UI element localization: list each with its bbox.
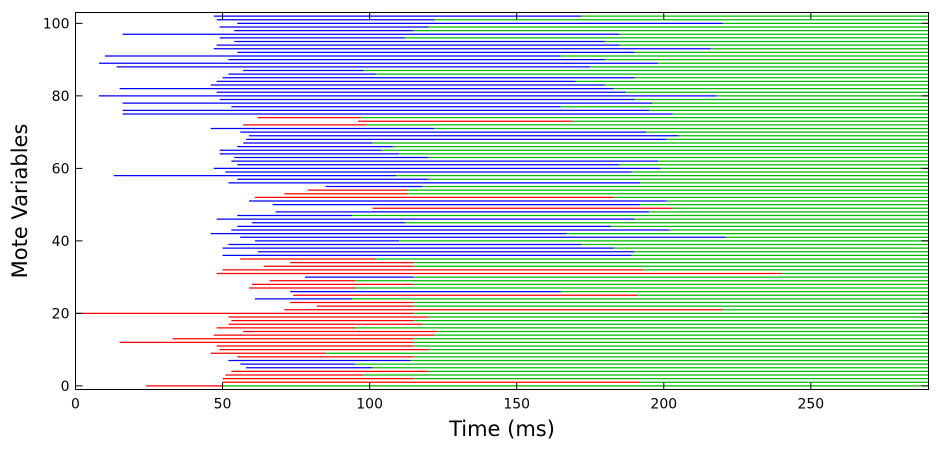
- y-tick-label: 80: [52, 89, 70, 105]
- x-tick-label: 200: [650, 397, 677, 413]
- x-tick-label: 100: [356, 397, 383, 413]
- x-tick-label: 150: [503, 397, 530, 413]
- x-axis-title: Time (ms): [448, 417, 555, 441]
- y-tick-label: 0: [61, 379, 70, 395]
- interval-series: [75, 15, 929, 387]
- x-tick-label: 250: [797, 397, 824, 413]
- y-axis-title: Mote Variables: [8, 124, 32, 279]
- plot-area-frame: [75, 12, 929, 390]
- x-tick-label: 0: [71, 397, 80, 413]
- axis-ticks: 0 50 100 150 200 250 0 20 40 60 80 100: [43, 12, 929, 413]
- y-tick-label: 60: [52, 161, 70, 177]
- y-tick-label: 20: [52, 306, 70, 322]
- x-tick-label: 50: [214, 397, 232, 413]
- y-tick-label: 100: [43, 16, 70, 32]
- y-tick-label: 40: [52, 234, 70, 250]
